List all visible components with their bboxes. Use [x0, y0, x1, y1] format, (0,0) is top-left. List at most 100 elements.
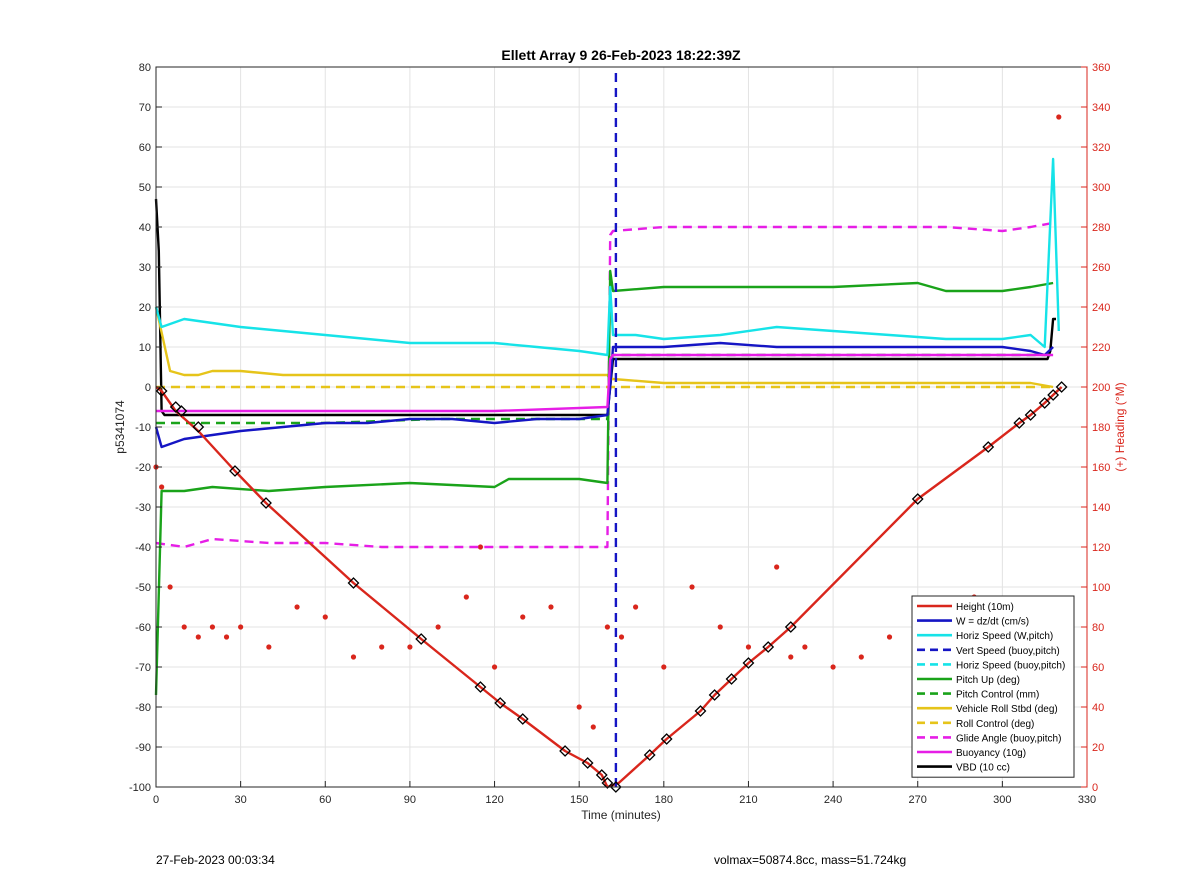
y-right-tick-label: 320	[1092, 142, 1110, 154]
x-tick-label: 30	[235, 794, 247, 806]
dive-marker	[516, 713, 529, 725]
heading-point	[266, 644, 272, 650]
heading-point	[661, 664, 667, 670]
dive-marker	[982, 441, 995, 453]
y-tick-label: 20	[139, 302, 151, 314]
dive-marker	[762, 641, 775, 653]
heading-point	[159, 484, 165, 490]
y-tick-label: 50	[139, 182, 151, 194]
heading-point	[774, 564, 780, 570]
heading-point	[167, 584, 173, 590]
heading-point	[689, 584, 695, 590]
legend-label: Pitch Control (mm)	[956, 690, 1039, 701]
legend-label: Horiz Speed (buoy,pitch)	[956, 660, 1065, 671]
dive-markers	[155, 381, 1068, 793]
heading-point	[590, 724, 596, 730]
heading-point	[858, 654, 864, 660]
y-right-tick-label: 340	[1092, 102, 1110, 114]
dive-marker	[601, 777, 614, 789]
legend: Height (10m) W = dz/dt (cm/s) Horiz Speed …	[911, 595, 1075, 778]
x-tick-label: 270	[909, 794, 927, 806]
series-pitch-up-deg	[154, 269, 1054, 696]
dive-marker	[708, 689, 721, 701]
y-tick-label: -60	[135, 622, 151, 634]
y-right-tick-label: 360	[1092, 62, 1110, 74]
dive-marker	[725, 673, 738, 685]
heading-point	[1056, 114, 1062, 120]
y-right-tick-label: 260	[1092, 262, 1110, 274]
legend-label: Glide Angle (buoy,pitch)	[956, 733, 1061, 744]
heading-point	[435, 624, 441, 630]
dive-marker	[660, 733, 673, 745]
y-right-tick-label: 160	[1092, 462, 1110, 474]
dive-marker	[415, 633, 428, 645]
heading-point	[463, 594, 469, 600]
heading-point	[618, 634, 625, 640]
dive-marker	[155, 385, 168, 397]
heading-point	[491, 664, 498, 670]
legend-label: Buoyancy (10g)	[956, 748, 1026, 759]
y-tick-label: -30	[135, 502, 151, 514]
heading-point	[350, 654, 357, 660]
dive-marker	[643, 749, 656, 761]
y-right-tick-label: 80	[1092, 622, 1104, 634]
x-tick-label: 180	[655, 794, 673, 806]
y-tick-label: 0	[145, 382, 151, 394]
y-right-tick-label: 0	[1092, 782, 1098, 794]
x-axis-label: Time (minutes)	[581, 808, 661, 822]
heading-point	[745, 644, 752, 650]
heading-point	[717, 624, 723, 630]
heading-point	[548, 604, 554, 610]
y-right-tick-label: 300	[1092, 182, 1110, 194]
dive-marker	[784, 621, 797, 633]
heading-point	[195, 634, 201, 640]
y-tick-label: 60	[139, 142, 151, 154]
x-tick-label: 90	[404, 794, 416, 806]
heading-point	[576, 704, 582, 710]
x-tick-label: 150	[570, 794, 588, 806]
y-tick-label: 10	[139, 342, 151, 354]
y-tick-label: -40	[135, 542, 151, 554]
y-right-tick-label: 200	[1092, 382, 1110, 394]
dive-marker	[1024, 409, 1037, 421]
y-tick-label: 70	[139, 102, 151, 114]
dive-marker	[1013, 417, 1026, 429]
heading-point	[802, 644, 808, 650]
legend-label: Height (10m)	[956, 602, 1014, 613]
ticks: 0 30 60 90 120 150 180 210 240 270 300 330-100-90-8…	[129, 62, 1110, 806]
series-w-dz-dt-cm-s	[154, 341, 1054, 449]
x-tick-label: 330	[1078, 794, 1096, 806]
dive-marker	[347, 577, 360, 589]
heading-point	[223, 634, 230, 640]
dive-marker	[192, 421, 205, 433]
series-buoyancy-10g	[156, 353, 1054, 413]
y-right-tick-label: 120	[1092, 542, 1110, 554]
y-tick-label: -50	[135, 582, 151, 594]
dive-marker	[474, 681, 487, 693]
dive-marker	[494, 697, 507, 709]
y-right-tick-label: 140	[1092, 502, 1110, 514]
legend-label: Pitch Up (deg)	[956, 675, 1020, 686]
x-tick-label: 210	[739, 794, 757, 806]
heading-point	[294, 604, 300, 610]
dive-marker	[595, 769, 608, 781]
dive-marker	[911, 493, 924, 505]
legend-label: VBD (10 cc)	[956, 763, 1010, 774]
dive-marker	[260, 497, 272, 509]
heading-point	[209, 624, 216, 630]
legend-label: W = dz/dt (cm/s)	[956, 617, 1029, 628]
dive-marker	[694, 705, 707, 717]
dive-marker	[175, 405, 188, 417]
y-tick-label: -10	[135, 422, 151, 434]
chart-title: Ellett Array 9 26-Feb-2023 18:22:39Z	[501, 47, 741, 63]
x-tick-label: 60	[319, 794, 331, 806]
heading-point	[407, 644, 413, 650]
y-tick-label: -70	[135, 662, 151, 674]
y-right-tick-label: 180	[1092, 422, 1110, 434]
y-axis-label: p5341074	[113, 400, 127, 454]
heading-point	[633, 604, 639, 610]
dive-marker	[1055, 381, 1068, 393]
heading-point	[886, 634, 893, 640]
y-tick-label: -100	[129, 782, 151, 794]
